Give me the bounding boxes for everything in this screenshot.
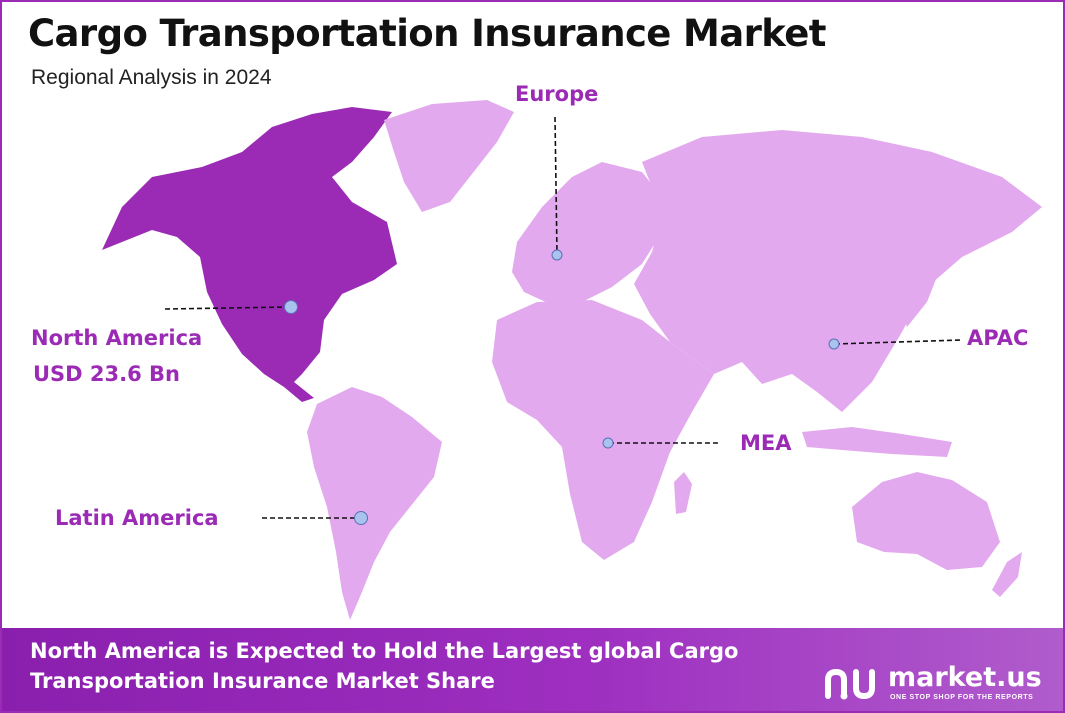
greenland-shape	[384, 100, 514, 212]
latin-america-marker	[354, 511, 368, 525]
latin-america-label: Latin America	[55, 506, 219, 530]
north-america-shape	[102, 107, 397, 402]
footer-statement: North America is Expected to Hold the La…	[30, 636, 810, 696]
north-america-marker	[284, 300, 298, 314]
mea-label: MEA	[740, 431, 792, 455]
africa-shape	[492, 300, 714, 560]
page-subtitle: Regional Analysis in 2024	[31, 66, 272, 89]
north-america-leader	[164, 306, 290, 310]
brand-logo-block: market.us ONE STOP SHOP FOR THE REPORTS	[822, 662, 1062, 704]
apac-leader	[834, 339, 963, 345]
europe-leader	[554, 116, 558, 255]
market-us-logo-icon	[825, 668, 875, 700]
brand-tagline: ONE STOP SHOP FOR THE REPORTS	[890, 694, 1034, 701]
page-title: Cargo Transportation Insurance Market	[28, 12, 826, 55]
south-america-shape	[307, 387, 442, 620]
europe-shape	[512, 162, 662, 304]
indonesia-shape	[802, 427, 952, 457]
north-america-label: North America	[31, 326, 203, 350]
footer-banner: North America is Expected to Hold the La…	[2, 628, 1063, 711]
footer-line-2: Transportation Insurance Market Share	[30, 669, 495, 693]
japan-shape	[902, 252, 942, 327]
mea-marker	[602, 437, 614, 449]
europe-marker	[551, 249, 563, 261]
footer-line-1: North America is Expected to Hold the La…	[30, 639, 739, 663]
europe-label: Europe	[515, 82, 599, 106]
apac-label: APAC	[967, 326, 1029, 350]
new-zealand-shape	[992, 552, 1022, 597]
world-map	[102, 100, 1042, 620]
madagascar-shape	[674, 472, 692, 514]
apac-marker	[828, 338, 840, 350]
asia-shape	[634, 130, 1042, 412]
australia-shape	[852, 472, 1000, 570]
brand-name: market.us	[888, 662, 1042, 693]
north-america-value: USD 23.6 Bn	[33, 362, 180, 386]
